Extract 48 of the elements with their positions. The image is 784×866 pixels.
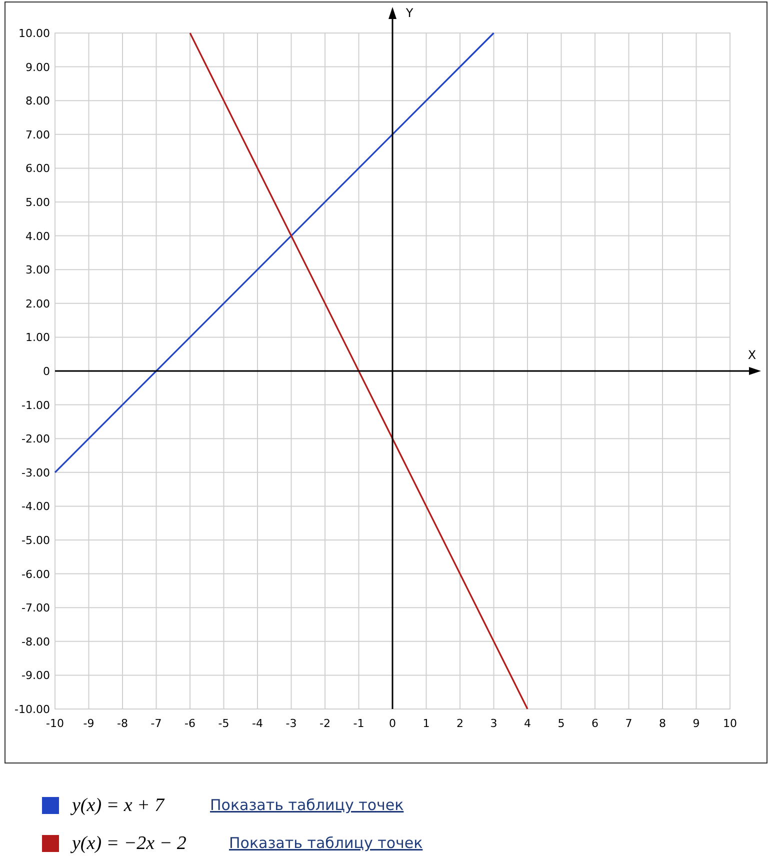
y-axis-title: Y [404,6,414,20]
y-tick-label: -2.00 [22,432,50,446]
y-tick-label: 3.00 [26,264,50,277]
y-tick-label: 8.00 [26,94,50,108]
x-tick-label: 4 [524,717,531,730]
x-tick-label: -2 [320,717,330,730]
x-tick-label: 9 [692,717,700,730]
y-tick-label: 5.00 [26,196,50,209]
y-tick-label: 10.00 [18,27,50,40]
y-tick-label: -7.00 [22,602,50,615]
y-tick-label: -9.00 [22,669,50,682]
x-tick-label: -8 [117,717,128,730]
x-tick-label: 8 [659,717,666,730]
x-tick-label: -7 [150,717,162,730]
x-tick-label: 5 [558,717,565,730]
x-tick-label: 6 [592,717,598,730]
text: Показать таблицу точек [229,834,423,852]
y-tick-label: -4.00 [22,500,50,514]
x-tick-label: -4 [252,717,263,730]
y-tick-label: -6.00 [22,568,50,581]
y-tick-label: 7.00 [26,128,50,142]
y-tick-label: -10.00 [14,703,50,716]
y-tick-label: 0 [43,365,50,378]
text: Показать таблицу точек [210,796,404,814]
y-tick-label: 6.00 [26,162,50,176]
x-tick-label: 7 [625,717,632,730]
x-tick-label: 3 [490,717,498,730]
x-tick-label: -3 [286,717,297,730]
legend-label: y(x) = −2x − 2 [70,833,187,854]
x-tick-label: 0 [389,717,396,730]
x-tick-label: 1 [422,717,430,730]
y-tick-label: -8.00 [22,635,50,648]
y-tick-label: -5.00 [22,534,50,547]
x-tick-label: -1 [353,717,364,730]
x-tick-label: 10 [723,717,737,730]
y-tick-label: -3.00 [22,466,50,480]
legend-label: y(x) = x + 7 [70,795,166,816]
x-tick-label: 2 [456,717,464,730]
x-tick-label: -9 [83,717,94,730]
x-axis-title: X [748,348,756,362]
x-tick-label: -6 [184,717,196,730]
y-tick-label: -1.00 [22,398,50,412]
x-tick-label: -10 [46,717,64,730]
y-tick-label: 1.00 [26,331,50,344]
x-tick-label: -5 [218,717,230,730]
y-tick-label: 9.00 [26,60,50,74]
y-tick-label: 4.00 [26,230,50,243]
y-tick-label: 2.00 [26,297,50,310]
